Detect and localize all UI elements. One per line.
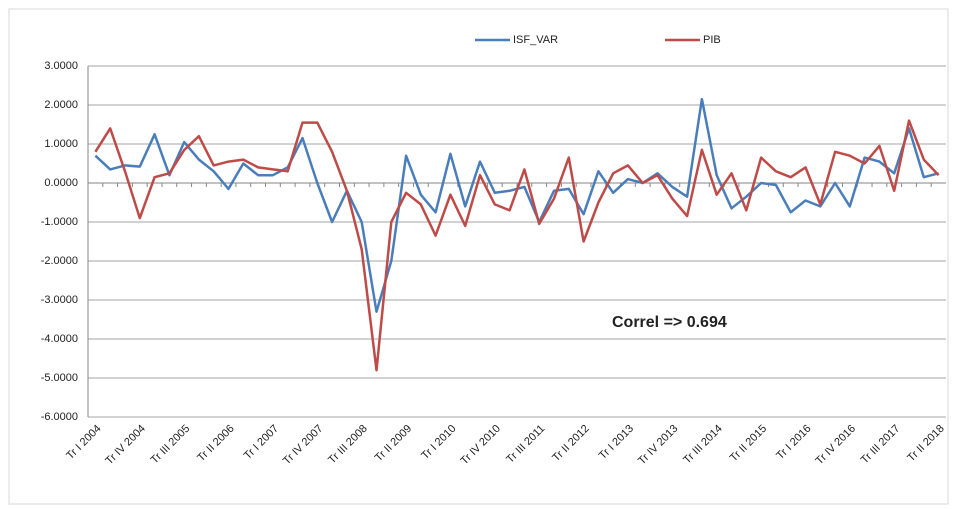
y-tick-label: -5.0000 [41,372,78,384]
y-tick-label: 0.0000 [44,177,78,189]
annotation: Correl => 0.694 [612,314,727,331]
y-tick-label: -6.0000 [41,411,78,423]
y-tick-label: -3.0000 [41,294,78,306]
y-tick-label: 1.0000 [44,138,78,150]
y-tick-label: 2.0000 [44,99,78,111]
y-tick-label: -2.0000 [41,255,78,267]
legend-label: PIB [703,34,721,46]
y-tick-label: -4.0000 [41,333,78,345]
series-line [94,119,940,372]
y-tick-label: -1.0000 [41,216,78,228]
legend-label: ISF_VAR [513,34,558,46]
y-tick-label: 3.0000 [44,60,78,72]
chart-frame [8,8,949,505]
